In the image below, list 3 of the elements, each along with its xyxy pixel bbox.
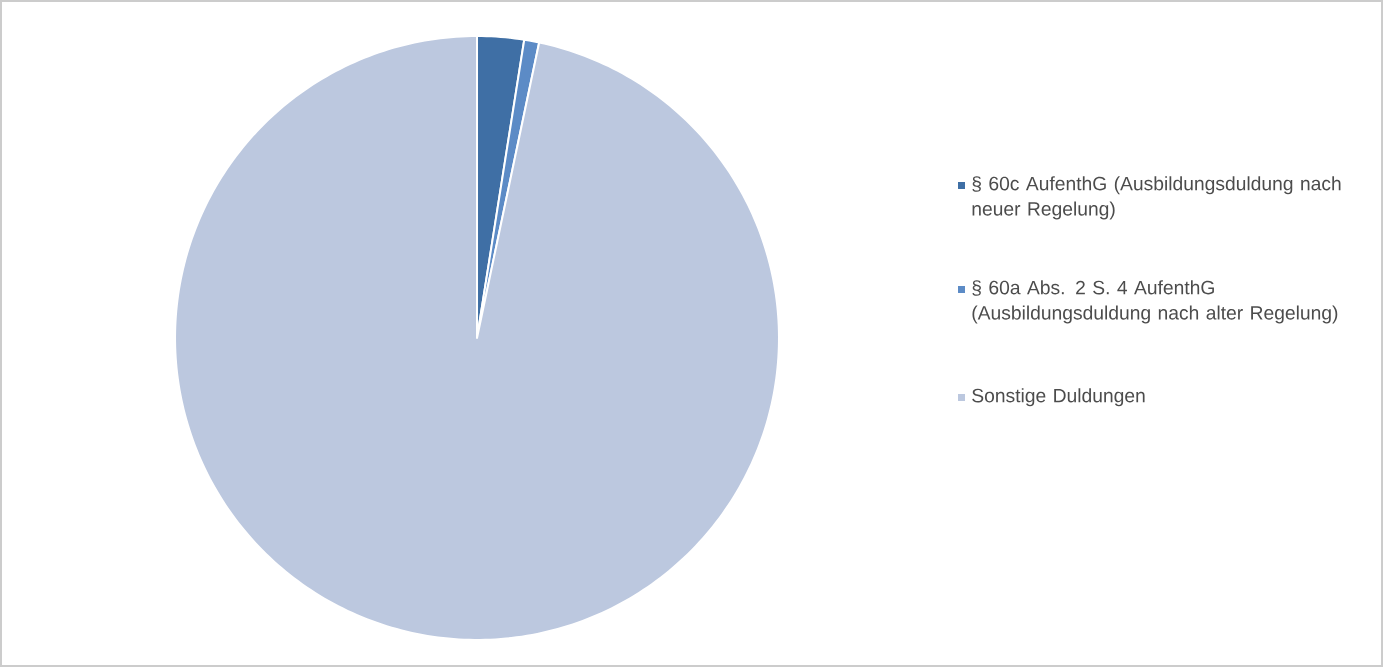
legend-label: § 60a Abs. 2 S. 4 AufenthG (Ausbildungsduldung nach alter Regelung) — [972, 280, 1338, 324]
legend-label: § 60c AufenthG (Ausbildungsduldung nach neuer Regelung) — [972, 176, 1341, 220]
legend-label: Sonstige Duldungen — [972, 388, 1145, 407]
